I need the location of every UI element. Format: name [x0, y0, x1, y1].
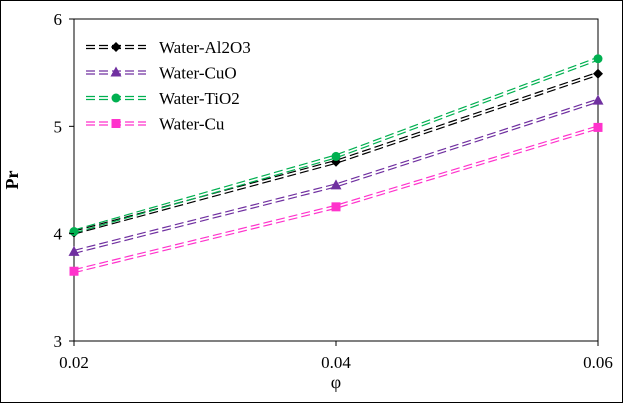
legend: Water-Al2O3 Water-CuO Water-TiO2 Water-Cu	[86, 38, 251, 134]
data-point	[592, 94, 604, 105]
series-line	[73, 71, 599, 232]
series-water-tio2	[69, 54, 603, 237]
x-tick-label: 0.02	[59, 353, 89, 372]
legend-label: Water-CuO	[159, 64, 237, 83]
legend-item: Water-CuO	[86, 64, 237, 83]
legend-label: Water-Cu	[159, 115, 225, 134]
data-point	[593, 68, 603, 79]
x-tick-label: 0.06	[583, 353, 613, 372]
data-point	[69, 227, 79, 237]
legend-item: Water-TiO2	[86, 89, 240, 108]
legend-marker	[111, 119, 121, 128]
series-water-cuo	[68, 94, 604, 256]
y-tick-label: 4	[54, 225, 63, 244]
series-line	[73, 74, 599, 235]
x-axis-label: φ	[331, 372, 341, 392]
y-tick-label: 6	[54, 10, 63, 29]
y-tick-label: 3	[54, 332, 63, 351]
legend-item: Water-Al2O3	[86, 38, 251, 57]
series-water-cu	[69, 122, 603, 276]
legend-marker	[111, 42, 121, 52]
y-axis-label: Pr	[2, 170, 22, 189]
data-point	[330, 179, 342, 190]
data-point	[69, 266, 79, 276]
data-point	[593, 122, 603, 132]
legend-marker	[110, 66, 122, 77]
y-tick-label: 5	[54, 117, 63, 136]
series-line	[73, 59, 599, 234]
legend-marker	[111, 93, 121, 103]
data-point	[331, 202, 341, 212]
data-point	[68, 245, 80, 256]
series-line	[73, 56, 599, 231]
data-point	[593, 54, 603, 64]
legend-label: Water-TiO2	[159, 89, 240, 108]
legend-item: Water-Cu	[86, 115, 225, 134]
x-tick-label: 0.04	[321, 353, 351, 372]
data-point	[331, 151, 341, 161]
legend-label: Water-Al2O3	[159, 38, 251, 57]
